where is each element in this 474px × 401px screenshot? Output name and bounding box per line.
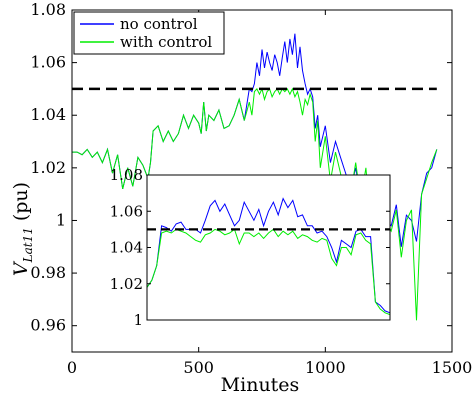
y-tick-label: 0.98	[30, 263, 66, 282]
inset-y-tick-label: 1	[133, 311, 143, 329]
axis-labels: Minutes VLat11 (pu)	[10, 182, 299, 396]
y-axis-label-main: V	[10, 260, 32, 276]
y-tick-label: 1	[56, 210, 66, 229]
y-tick-label: 1.04	[30, 105, 66, 124]
x-tick-label: 1000	[305, 358, 346, 377]
x-axis-label: Minutes	[221, 374, 300, 396]
y-axis-label: VLat11 (pu)	[10, 182, 35, 276]
y-tick-label: 0.96	[30, 316, 66, 335]
inset-background	[147, 175, 390, 320]
x-tick-label: 500	[183, 358, 214, 377]
inset-y-tick-label: 1.04	[110, 239, 143, 257]
inset-plot: 1 1.02 1.04 1.06 1.08	[110, 166, 391, 329]
inset-series-line-with-control	[146, 228, 391, 316]
y-axis-label-unit: (pu)	[10, 182, 32, 221]
inset-series-line-no-control	[146, 197, 391, 314]
y-axis-label-sub: Lat11	[21, 227, 35, 263]
y-tick-label: 1.08	[30, 0, 66, 19]
plot-frame	[71, 9, 453, 353]
inset-y-tick-label: 1.08	[110, 166, 143, 184]
x-tick-label: 0	[67, 358, 77, 377]
legend-label: no control	[120, 15, 198, 33]
legend-box	[73, 11, 225, 55]
y-tick-label: 1.06	[30, 53, 66, 72]
x-tick-label: 1500	[432, 358, 473, 377]
y-tick-label: 1.02	[30, 158, 66, 177]
legend-label: with control	[120, 33, 212, 51]
inset-y-tick-label: 1.06	[110, 202, 143, 220]
inset-y-tick-label: 1.02	[110, 275, 143, 293]
main-plot: 0 500 1000 1500 0.96 0.98 1 1.02 1.04 1.06 1.08	[30, 0, 472, 377]
